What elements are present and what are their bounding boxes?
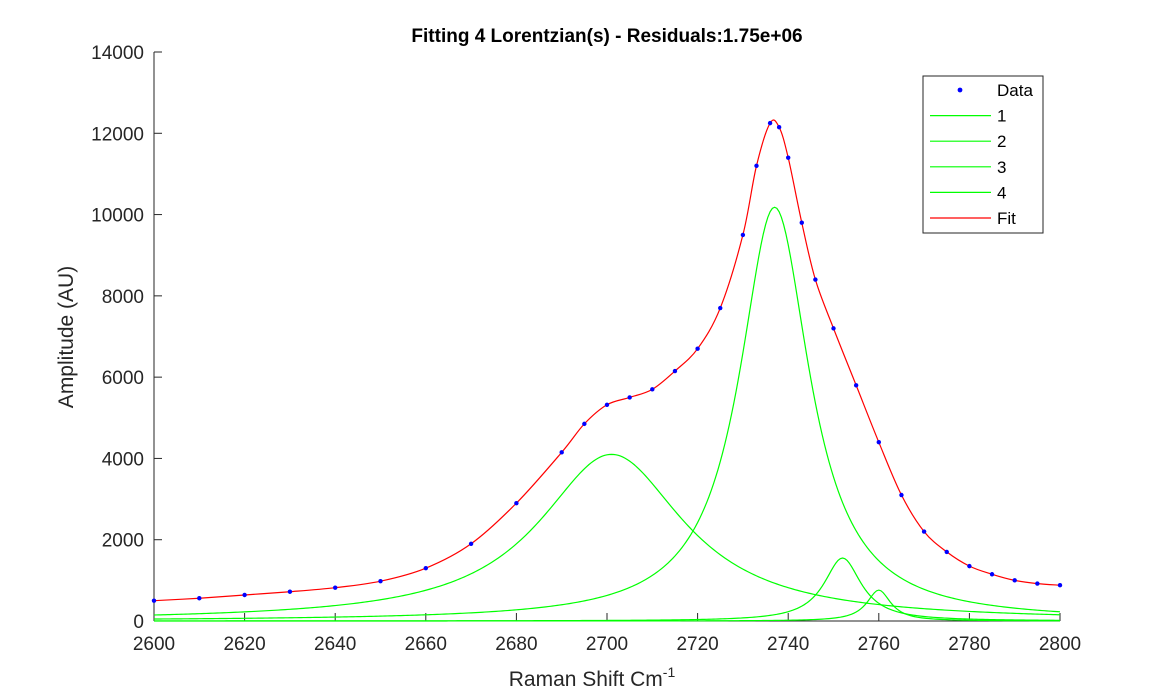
data-point (468, 541, 474, 546)
legend-label-2: 2 (997, 132, 1006, 151)
component-curve-1 (153, 453, 1061, 616)
x-tick-label: 2780 (948, 634, 990, 655)
legend-label-Data: Data (997, 81, 1033, 100)
data-point (853, 383, 859, 388)
data-point (333, 585, 338, 590)
data-point (1012, 578, 1017, 583)
y-tick-label: 8000 (102, 287, 144, 308)
data-point (582, 421, 587, 427)
data-point (604, 402, 610, 407)
data-point (650, 387, 655, 392)
x-tick-label: 2760 (858, 634, 900, 655)
component-curve-2 (153, 206, 1061, 620)
x-tick-label: 2740 (767, 634, 809, 655)
x-tick-label: 2700 (586, 634, 628, 655)
data-point (786, 155, 791, 160)
data-point (242, 592, 247, 598)
lorentzian-components (153, 206, 1061, 622)
data-point (151, 598, 157, 603)
data-point (944, 549, 949, 555)
data-point (423, 565, 428, 571)
x-axis-label: Raman Shift Cm-1 (509, 664, 676, 691)
x-tick-label: 2720 (676, 634, 718, 655)
data-point (754, 163, 759, 168)
y-axis-ticks: 0 2000 4000 6000 8000 10000 12000 14000 (91, 43, 162, 633)
data-point (378, 578, 383, 584)
data-point (899, 492, 904, 498)
legend-label-1: 1 (997, 107, 1006, 126)
x-axis-ticks: 2600 2620 2640 2660 2680 2700 2720 2740 2760 2780… (133, 613, 1081, 655)
data-point (559, 450, 564, 455)
y-tick-label: 14000 (91, 43, 144, 64)
data-point (831, 326, 836, 331)
legend-marker-data (957, 87, 963, 93)
component-curve-4 (154, 589, 1060, 622)
data-point (627, 395, 632, 400)
x-tick-label: 2660 (405, 634, 447, 655)
y-tick-label: 2000 (102, 531, 144, 552)
chart-title: Fitting 4 Lorentzian(s) - Residuals:1.75… (411, 26, 802, 47)
legend-box (922, 75, 1044, 234)
y-tick-label: 4000 (102, 449, 144, 470)
y-axis-label: Amplitude (AU) (55, 266, 78, 408)
data-point (740, 232, 746, 238)
data-point (197, 596, 202, 601)
x-tick-label: 2800 (1039, 634, 1081, 655)
data-point (776, 124, 782, 130)
data-point (813, 277, 818, 282)
legend-label-3: 3 (997, 158, 1006, 177)
x-tick-label: 2680 (495, 634, 537, 655)
data-point (767, 120, 773, 126)
y-tick-label: 12000 (91, 124, 144, 145)
y-tick-label: 10000 (91, 206, 144, 227)
data-points (151, 120, 1063, 603)
legend: Data 1 2 3 4 Fit (922, 75, 1044, 234)
y-tick-label: 6000 (102, 368, 144, 389)
data-point (514, 500, 519, 506)
y-tick-label: 0 (133, 612, 144, 633)
data-point (1035, 581, 1040, 586)
legend-label-4: 4 (997, 183, 1006, 202)
x-tick-label: 2620 (223, 634, 265, 655)
data-point (989, 572, 995, 577)
x-tick-label: 2640 (314, 634, 356, 655)
data-point (921, 529, 927, 534)
data-point (1057, 583, 1063, 588)
data-point (967, 563, 972, 569)
data-point (799, 220, 804, 225)
data-point (287, 589, 293, 594)
x-tick-label: 2600 (133, 634, 175, 655)
legend-label-Fit: Fit (997, 209, 1016, 228)
data-point (876, 439, 881, 445)
data-point (695, 346, 700, 351)
data-point (718, 305, 723, 311)
data-point (672, 368, 678, 374)
